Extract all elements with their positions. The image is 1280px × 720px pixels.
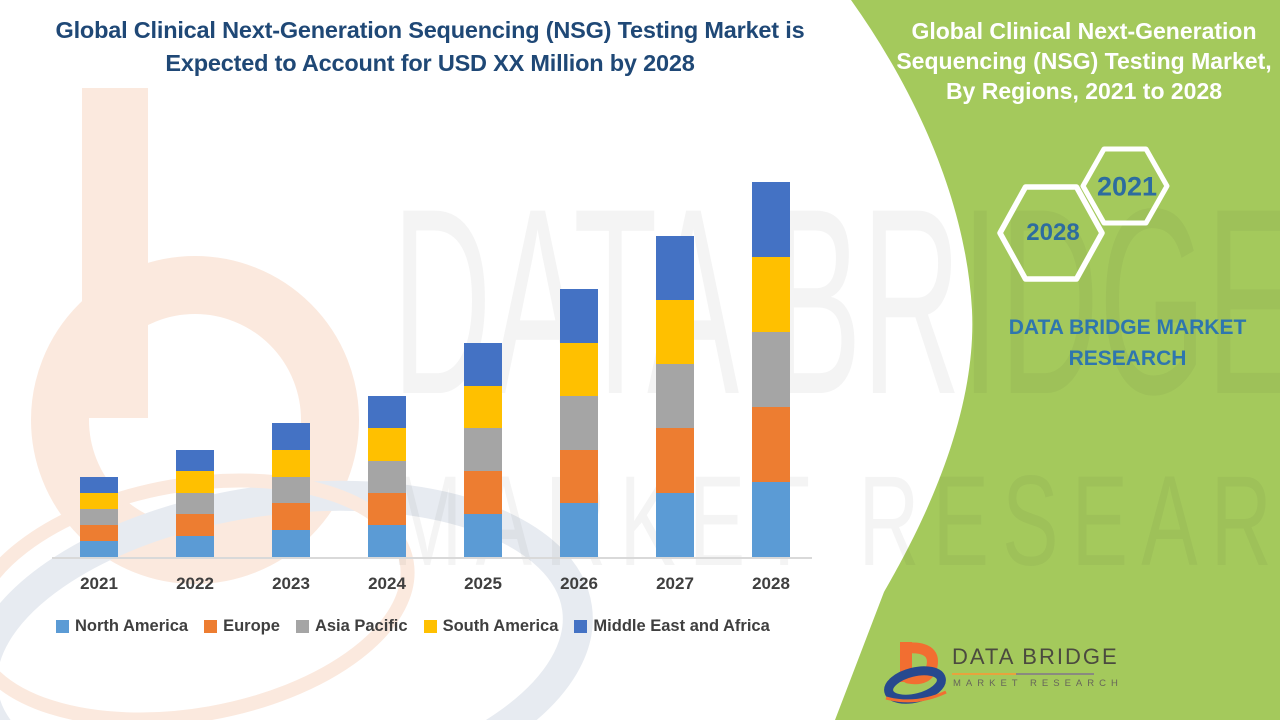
stacked-bar-2027 — [656, 235, 694, 557]
bar-segment-middle-east-and-africa — [80, 476, 118, 493]
x-axis-label-2021: 2021 — [80, 574, 118, 593]
legend-swatch — [574, 620, 588, 633]
bar-chart — [52, 150, 812, 559]
bar-segment-middle-east-and-africa — [560, 289, 598, 343]
hexagon-year-2021: 2021 — [1096, 171, 1158, 202]
x-axis-label-2027: 2027 — [656, 574, 694, 593]
legend-swatch — [423, 620, 437, 633]
x-axis-label-2024: 2024 — [368, 574, 406, 593]
logo-title: DATA BRIDGE — [952, 644, 1119, 669]
legend-item-europe: Europe — [204, 617, 280, 636]
legend-item-south-america: South America — [423, 617, 559, 636]
legend-label: South America — [442, 617, 559, 635]
bar-segment-north-america — [752, 482, 790, 557]
legend-label: Europe — [223, 617, 280, 635]
bar-segment-north-america — [656, 492, 694, 557]
bar-segment-middle-east-and-africa — [752, 182, 790, 257]
bar-segment-north-america — [464, 514, 502, 557]
legend-label: Middle East and Africa — [593, 617, 770, 635]
data-bridge-logo-icon — [884, 642, 947, 704]
x-axis-label-2025: 2025 — [464, 574, 502, 593]
hexagon-2028-outline — [997, 184, 1105, 282]
bar-segment-middle-east-and-africa — [464, 342, 502, 386]
legend-label: Asia Pacific — [314, 617, 408, 635]
bar-segment-asia-pacific — [464, 428, 502, 472]
stacked-bar-2021 — [80, 476, 118, 557]
chart-title: Global Clinical Next-Generation Sequenci… — [30, 14, 830, 80]
chart-title-line2: Expected to Account for USD XX Million b… — [165, 50, 695, 76]
bar-segment-asia-pacific — [368, 460, 406, 493]
bar-segment-south-america — [176, 471, 214, 493]
bar-segment-south-america — [752, 257, 790, 332]
bar-segment-europe — [560, 449, 598, 504]
legend-item-north-america: North America — [56, 617, 188, 636]
stacked-bar-2028 — [752, 182, 790, 557]
bar-segment-europe — [656, 428, 694, 493]
bar-segment-asia-pacific — [752, 332, 790, 407]
bar-segment-north-america — [176, 535, 214, 557]
data-bridge-logo: DATA BRIDGE MARKET RESEARCH — [884, 636, 1144, 706]
legend-swatch — [204, 620, 218, 633]
x-axis-label-2023: 2023 — [272, 574, 310, 593]
legend-item-asia-pacific: Asia Pacific — [295, 617, 408, 636]
logo-underline — [952, 673, 1094, 675]
bar-segment-south-america — [272, 449, 310, 477]
bar-segment-europe — [176, 514, 214, 536]
stacked-bar-2022 — [176, 449, 214, 557]
bar-segment-europe — [464, 471, 502, 515]
bar-segment-north-america — [368, 524, 406, 557]
x-axis-line — [52, 557, 812, 559]
bar-segment-north-america — [80, 540, 118, 557]
bar-segment-asia-pacific — [656, 364, 694, 429]
bar-segment-europe — [752, 407, 790, 482]
bar-segment-middle-east-and-africa — [368, 396, 406, 429]
hexagon-year-2028: 2028 — [1026, 219, 1080, 246]
legend-item-middle-east-and-africa: Middle East and Africa — [574, 617, 770, 636]
bar-segment-middle-east-and-africa — [272, 423, 310, 450]
side-panel-title: Global Clinical Next-Generation Sequenci… — [896, 18, 1272, 104]
bar-segment-europe — [368, 492, 406, 525]
stacked-bar-2024 — [368, 396, 406, 557]
bar-segment-asia-pacific — [272, 476, 310, 504]
bar-segment-south-america — [464, 385, 502, 429]
x-axis-label-2026: 2026 — [560, 574, 598, 593]
hexagon-2021-outline — [1080, 146, 1170, 226]
bar-segment-middle-east-and-africa — [656, 235, 694, 300]
stacked-bar-2023 — [272, 423, 310, 557]
bar-segment-asia-pacific — [176, 492, 214, 515]
bar-segment-europe — [272, 503, 310, 531]
stacked-bar-2025 — [464, 342, 502, 557]
bar-segment-north-america — [272, 530, 310, 557]
brand-text: DATA BRIDGE MARKET RESEARCH — [1008, 316, 1247, 370]
bar-segment-asia-pacific — [80, 508, 118, 525]
chart-legend: North America Europe Asia Pacific South Ame… — [56, 617, 770, 636]
x-axis-labels: 2021 2022 2023 2024 2025 2026 2027 2028 — [52, 574, 812, 600]
legend-swatch — [56, 620, 69, 633]
x-axis-label-2028: 2028 — [752, 574, 790, 593]
logo-subtitle: MARKET RESEARCH — [953, 678, 1123, 689]
bar-segment-south-america — [560, 342, 598, 397]
bar-segment-europe — [80, 524, 118, 541]
bar-segment-asia-pacific — [560, 396, 598, 450]
legend-swatch — [295, 620, 309, 633]
bar-segment-south-america — [656, 299, 694, 365]
bar-segment-south-america — [368, 428, 406, 461]
bar-segment-north-america — [560, 503, 598, 557]
stacked-bar-2026 — [560, 289, 598, 557]
chart-title-line1: Global Clinical Next-Generation Sequenci… — [55, 17, 805, 43]
bar-segment-south-america — [80, 492, 118, 509]
legend-label: North America — [75, 617, 189, 635]
bar-segment-middle-east-and-africa — [176, 449, 214, 472]
x-axis-label-2022: 2022 — [176, 574, 214, 593]
